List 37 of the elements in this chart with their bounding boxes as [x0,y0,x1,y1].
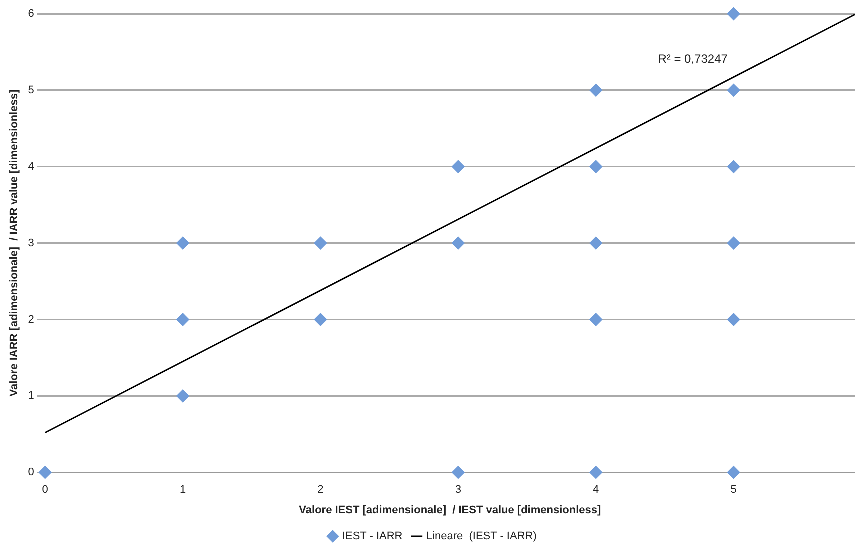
point [314,236,328,250]
legend-label: IEST - IARR [342,530,403,543]
point [176,390,190,403]
point [727,160,740,174]
point [590,313,603,326]
point [727,84,740,97]
point [452,160,465,174]
point [590,160,603,174]
y-axis-title: Valore IARR [adimensionale] / IARR value [dimensionless] [8,90,21,397]
point [452,466,465,480]
legend-label: Lineare (IEST - IARR) [426,530,537,543]
x-tick-label: 2 [318,484,324,496]
y-tick-label: 3 [28,237,34,250]
point [590,84,603,97]
y-tick-label: 0 [28,466,34,479]
x-tick-label: 1 [180,484,186,496]
point [727,466,740,480]
point [590,466,603,480]
point [314,313,328,326]
x-tick-label: 4 [593,484,600,496]
x-tick-label: 0 [42,484,48,496]
y-tick-label: 6 [28,8,34,20]
x-axis-title: Valore IEST [adimensionale] / IEST value [dimensionless] [299,504,602,516]
x-tick-label: 5 [730,484,737,496]
y-tick-label: 1 [28,390,34,402]
x-tick-label: 3 [455,484,462,496]
point [452,236,465,250]
y-tick-label: 2 [28,314,34,326]
y-tick-label: 5 [28,84,34,96]
point [727,236,740,250]
point [590,236,603,250]
y-tick-label: 4 [28,160,34,173]
point [727,8,740,20]
annotation: R² = 0,73247 [658,52,728,66]
point [176,313,190,326]
point [176,236,190,250]
point [727,313,740,326]
